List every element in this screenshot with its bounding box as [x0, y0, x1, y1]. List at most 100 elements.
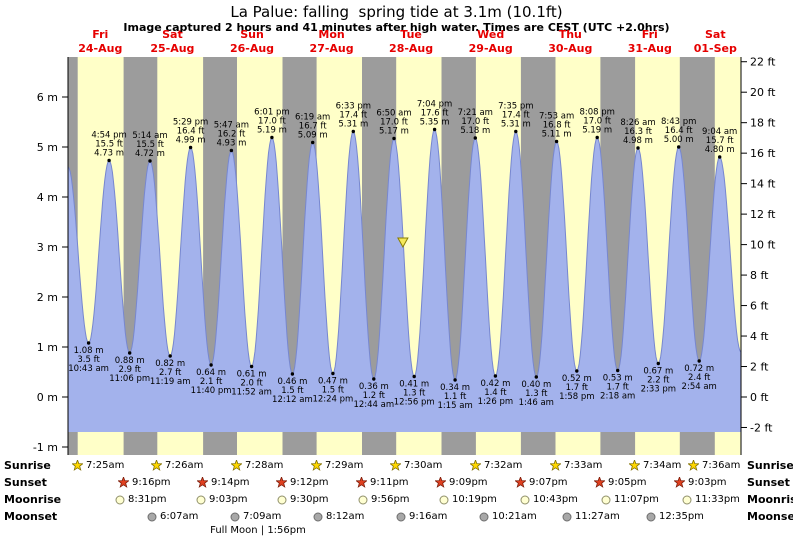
axis-left-label: 3 m: [37, 241, 58, 254]
sunset-star-icon: [674, 477, 685, 488]
moonrise-moon-icon: [682, 495, 692, 504]
high-tide-label: 17.4 ft: [339, 111, 367, 121]
low-tide-label: 12:12 am: [272, 395, 313, 405]
sunrise-star-icon: [688, 460, 699, 471]
low-tide-label: 11:06 pm: [109, 374, 150, 384]
moonset-moon-icon: [646, 512, 656, 521]
sunrise-row-label-left: Sunrise: [4, 459, 51, 472]
axis-right-label: 20 ft: [750, 86, 776, 99]
tide-area: [68, 129, 741, 432]
low-tide-label: 1:58 pm: [559, 392, 594, 402]
high-tide-label: 15.7 ft: [706, 136, 734, 146]
tide-dot: [148, 159, 152, 163]
tide-dot: [718, 155, 722, 159]
high-tide-label: 5.35 m: [420, 118, 450, 128]
sunset-star-icon: [435, 477, 446, 488]
sunset-entry: 9:14pm: [197, 477, 250, 488]
tide-dot: [392, 136, 396, 141]
sunrise-row-label-right: Sunrise: [747, 459, 793, 472]
moonrise-moon-icon: [358, 495, 368, 504]
moonset-entry: 12:35pm: [646, 511, 704, 522]
axis-left-label: -1 m: [33, 441, 58, 454]
moonrise-entry: 11:07pm: [601, 494, 659, 505]
high-tide-label: 4.93 m: [216, 139, 246, 149]
high-tide-label: 5.19 m: [582, 126, 612, 136]
moonset-entry: 9:16am: [396, 511, 447, 522]
sunrise-entry: 7:33am: [550, 460, 602, 471]
sunrise-star-icon: [629, 460, 640, 471]
high-tide-label: 16.2 ft: [217, 130, 245, 140]
sunrise-star-icon: [231, 460, 242, 471]
high-tide-label: 5.19 m: [257, 126, 287, 136]
tide-dot: [107, 158, 111, 163]
sunset-time: 9:12pm: [290, 477, 329, 488]
sunset-entry: 9:11pm: [356, 477, 409, 488]
moonrise-entry: 9:30pm: [277, 494, 329, 505]
high-tide-label: 5:47 am: [214, 121, 249, 131]
low-tide-label: 2:33 pm: [641, 385, 676, 395]
low-tide-label: 1.7 ft: [566, 383, 589, 393]
moonrise-entry: 11:33pm: [682, 494, 740, 505]
sunset-time: 9:03pm: [688, 477, 727, 488]
sunrise-time: 7:34am: [643, 460, 682, 471]
tide-dot: [86, 341, 91, 345]
axis-right-label: 14 ft: [750, 178, 776, 191]
moonset-row-label-right: Moonset: [747, 510, 793, 523]
axis-left-label: 4 m: [37, 191, 58, 204]
tide-dot: [656, 361, 660, 366]
axis-left-label: 5 m: [37, 141, 58, 154]
tide-dot: [412, 374, 416, 379]
moonrise-moon-icon: [439, 495, 449, 504]
low-tide-label: 1.7 ft: [606, 383, 629, 393]
low-tide-label: 0.42 m: [480, 379, 510, 389]
date-label: 24-Aug: [78, 42, 122, 55]
low-tide-label: 1.2 ft: [363, 391, 386, 401]
high-tide-label: 7:53 am: [539, 112, 574, 122]
high-tide-label: 7:04 pm: [417, 100, 452, 110]
high-tide-label: 7:35 pm: [498, 102, 533, 112]
axis-right-label: 2 ft: [750, 361, 769, 374]
sunset-entry: 9:09pm: [435, 477, 488, 488]
sunrise-star-icon: [311, 460, 322, 471]
moonrise-entry: 9:03pm: [196, 494, 248, 505]
moonset-entry: 7:09am: [230, 511, 281, 522]
tide-dot: [473, 136, 477, 140]
tide-dot: [697, 359, 701, 363]
axis-left-label: 1 m: [37, 341, 58, 354]
sunset-star-icon: [118, 477, 129, 488]
sunrise-entry: 7:29am: [311, 460, 363, 471]
moonrise-time: 9:03pm: [209, 494, 248, 505]
high-tide-label: 16.3 ft: [624, 127, 652, 137]
sunrise-star-icon: [390, 460, 401, 471]
sunset-entry: 9:12pm: [276, 477, 329, 488]
sunset-row-label-left: Sunset: [4, 476, 47, 489]
low-tide-label: 2.4 ft: [688, 373, 711, 383]
low-tide-label: 12:56 pm: [394, 398, 435, 408]
sunrise-time: 7:30am: [404, 460, 443, 471]
low-tide-label: 0.82 m: [155, 359, 185, 369]
moonrise-moon-icon: [520, 495, 530, 504]
date-label: 27-Aug: [310, 42, 354, 55]
moonrise-time: 11:33pm: [695, 494, 740, 505]
high-tide-label: 4.98 m: [623, 136, 653, 146]
date-label: 26-Aug: [230, 42, 274, 55]
sunset-entry: 9:05pm: [594, 477, 647, 488]
high-tide-label: 4.99 m: [176, 136, 206, 146]
tide-dot: [453, 378, 457, 382]
high-tide-label: 4.73 m: [94, 149, 124, 159]
sunrise-entry: 7:32am: [470, 460, 522, 471]
high-tide-label: 4.80 m: [705, 145, 735, 155]
sunset-star-icon: [594, 477, 605, 488]
sunset-time: 9:05pm: [608, 477, 647, 488]
moonrise-entry: 10:19pm: [439, 494, 497, 505]
sunrise-entry: 7:30am: [390, 460, 442, 471]
sunrise-entry: 7:26am: [151, 460, 203, 471]
low-tide-label: 12:44 am: [353, 400, 394, 410]
sunrise-time: 7:25am: [86, 460, 125, 471]
axis-right-label: 16 ft: [750, 147, 776, 160]
sunrise-entry: 7:34am: [629, 460, 681, 471]
low-tide-label: 1.08 m: [74, 346, 104, 356]
tide-dot: [331, 371, 335, 376]
low-tide-label: 0.72 m: [684, 364, 714, 374]
